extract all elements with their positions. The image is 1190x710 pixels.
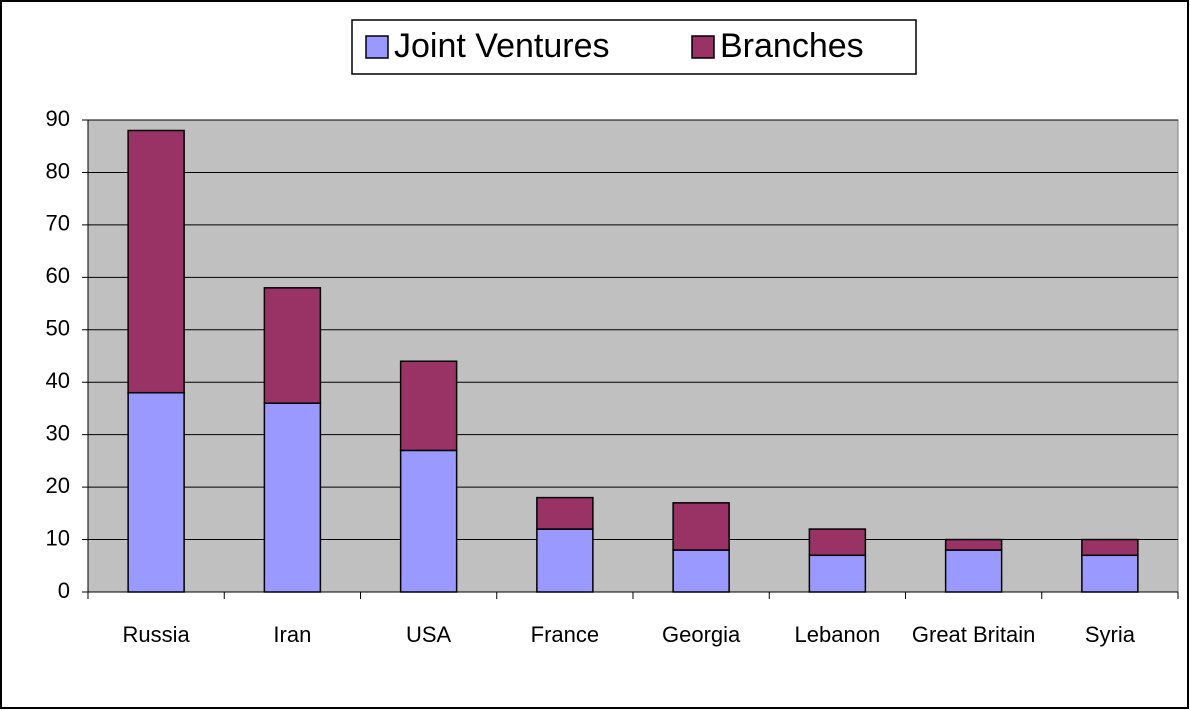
y-tick-label: 60 bbox=[46, 263, 70, 288]
bar-segment bbox=[944, 538, 1003, 551]
bar-segment bbox=[127, 391, 185, 593]
bar-segment bbox=[263, 402, 322, 593]
bar-segment bbox=[1081, 554, 1139, 593]
bar-segment bbox=[808, 528, 867, 557]
y-tick-label: 30 bbox=[46, 420, 70, 445]
y-tick-label: 70 bbox=[46, 211, 70, 236]
x-tick-label: USA bbox=[406, 622, 452, 647]
y-tick-label: 90 bbox=[46, 106, 70, 131]
bar-segment bbox=[944, 549, 1003, 593]
x-tick-label: Iran bbox=[273, 622, 312, 647]
y-tick-label: 50 bbox=[46, 316, 70, 341]
bar-segment bbox=[672, 549, 730, 593]
x-tick-label: Georgia bbox=[661, 622, 741, 647]
legend-swatch bbox=[691, 35, 715, 59]
bar-segment bbox=[127, 129, 185, 394]
y-tick-label: 10 bbox=[46, 525, 70, 550]
x-tick-label: Great Britain bbox=[911, 622, 1036, 647]
bar-segment bbox=[263, 287, 322, 404]
x-tick-label: Russia bbox=[122, 622, 190, 647]
y-tick-label: 20 bbox=[46, 473, 70, 498]
bar-segment bbox=[672, 502, 730, 551]
bar-segment bbox=[808, 554, 867, 593]
y-tick-label: 0 bbox=[58, 578, 70, 603]
legend-label: Joint Ventures bbox=[394, 27, 609, 65]
bar-segment bbox=[536, 528, 594, 593]
x-tick-label: Syria bbox=[1084, 622, 1135, 647]
x-tick-label: France bbox=[530, 622, 600, 647]
x-tick-label: Lebanon bbox=[794, 622, 881, 647]
legend-swatch bbox=[365, 35, 389, 59]
legend-label: Branches bbox=[720, 27, 864, 65]
plot-area bbox=[87, 119, 1179, 593]
bar-segment bbox=[536, 496, 594, 530]
bar-segment bbox=[1081, 538, 1139, 557]
y-tick-label: 80 bbox=[46, 158, 70, 183]
y-tick-label: 40 bbox=[46, 368, 70, 393]
legend-box bbox=[351, 19, 917, 75]
bar-segment bbox=[399, 449, 458, 593]
bar-segment bbox=[399, 360, 458, 452]
